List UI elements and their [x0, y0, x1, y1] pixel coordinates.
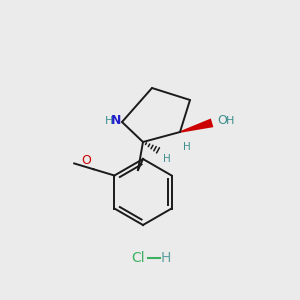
Text: H: H: [161, 251, 171, 265]
Text: H: H: [183, 142, 191, 152]
Text: O: O: [217, 115, 227, 128]
Text: H: H: [163, 154, 171, 164]
Text: Cl: Cl: [131, 251, 145, 265]
Text: H: H: [105, 116, 113, 126]
Text: N: N: [111, 115, 121, 128]
Text: H: H: [226, 116, 234, 126]
Polygon shape: [180, 118, 213, 133]
Text: O: O: [82, 154, 91, 167]
